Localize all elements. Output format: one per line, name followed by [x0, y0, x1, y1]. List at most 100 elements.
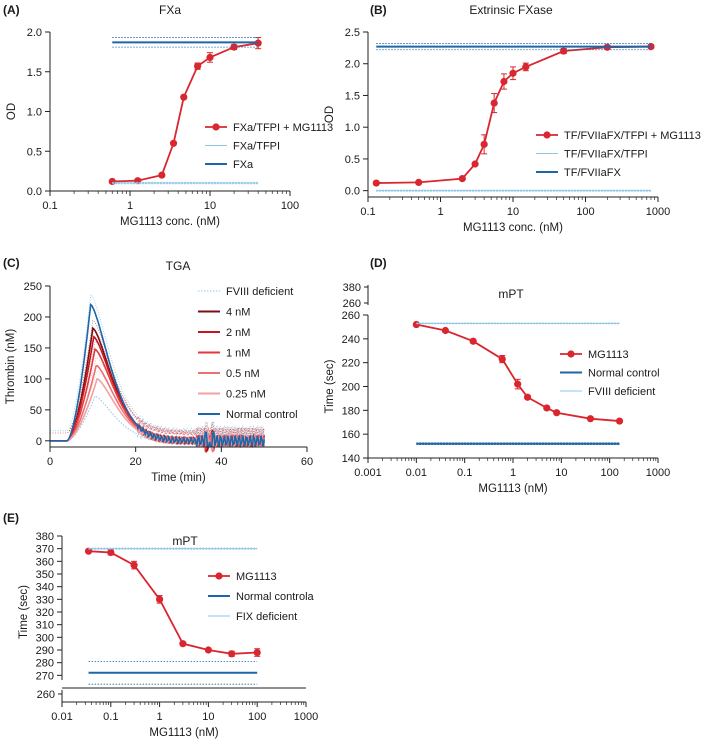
y-tick-label: 150: [24, 343, 42, 355]
x-tick-label: 100: [281, 200, 299, 212]
x-tick-label: 0.1: [360, 206, 375, 218]
legend-label: FVIII deficient: [226, 286, 293, 298]
data-point: [469, 337, 477, 345]
y-tick-label: 200: [24, 312, 42, 324]
y-tick-label: 0.0: [345, 186, 360, 198]
panel-label: (C): [3, 256, 20, 270]
x-axis-label: MG1113 conc. (nM): [463, 222, 563, 234]
data-point: [543, 404, 551, 412]
data-point: [553, 409, 561, 417]
x-tick-label: 10: [507, 206, 519, 218]
x-tick-label: 1: [127, 200, 133, 212]
y-tick-label: 2.5: [345, 27, 360, 39]
legend: FXa/TFPI + MG1113 FXa/TFPI FXa: [205, 122, 333, 171]
y-tick-label: 0: [36, 436, 42, 448]
x-tick-label: 0.1: [42, 200, 57, 212]
series-line: [88, 550, 258, 655]
legend-label: 2 nM: [226, 327, 250, 339]
x-tick-label: 60: [301, 456, 313, 468]
data-point: [253, 648, 261, 657]
data-point: [194, 62, 202, 70]
y-tick-label: 160: [342, 429, 360, 441]
legend-label: 4 nM: [226, 307, 250, 319]
y-tick-label: 1.5: [345, 90, 360, 102]
legend-label: MG1113: [588, 349, 629, 361]
chart-title: mPT: [498, 287, 524, 301]
x-tick-label: 1: [437, 206, 443, 218]
x-tick-label: 10: [555, 467, 567, 479]
x-axis-label: Time (min): [151, 472, 206, 484]
x-tick-label: 1000: [646, 467, 670, 479]
data-point: [490, 99, 498, 107]
x-tick-label: 100: [576, 206, 594, 218]
legend-marker: [543, 131, 551, 139]
y-tick-label: 280: [36, 658, 54, 670]
chart-title: TGA: [166, 259, 191, 273]
legend-label: Normal controla: [236, 591, 315, 603]
legend: MG1113 Normal controla FIX deficient: [208, 571, 315, 623]
legend-label: MG1113: [236, 571, 277, 583]
legend-label: FIX deficient: [236, 611, 297, 623]
x-tick-label: 0.01: [51, 711, 72, 723]
y-tick-label: 290: [36, 645, 54, 657]
data-point: [514, 380, 522, 388]
chart-panel-3: [50, 293, 265, 453]
data-point: [230, 43, 238, 51]
y-tick-label: 260: [343, 298, 361, 310]
x-tick-label: 1000: [646, 206, 670, 218]
y-tick-label: 0.5: [27, 146, 42, 158]
legend: MG1113 Normal control FVIII deficient: [560, 349, 660, 398]
x-tick-label: 0.01: [406, 467, 427, 479]
y-tick-label: 380: [343, 282, 361, 294]
data-point: [156, 595, 164, 603]
panel-label: (D): [370, 256, 387, 270]
y-tick-label: 260: [37, 689, 55, 701]
chart-panel-2: [372, 42, 655, 192]
chart-panel-5: [84, 547, 261, 685]
panel-label: (B): [370, 3, 387, 17]
data-point: [498, 355, 506, 363]
y-axis-label: OD: [324, 106, 336, 123]
y-tick-label: 220: [342, 358, 360, 370]
legend-label: FXa/TFPI + MG1113: [233, 122, 333, 134]
legend-marker: [212, 123, 220, 131]
data-point: [586, 415, 595, 423]
data-point: [412, 320, 420, 329]
y-tick-label: 180: [342, 405, 360, 417]
data-point: [180, 93, 188, 101]
y-axis-label: Thrombin (nM): [5, 329, 17, 405]
x-tick-label: 100: [600, 467, 618, 479]
y-axis-label: Time (sec): [324, 359, 336, 413]
y-tick-label: 0.5: [345, 154, 360, 166]
series-line: [376, 45, 651, 184]
data-point: [480, 140, 488, 148]
legend-label: 0.5 nM: [226, 368, 260, 380]
y-axis-label: OD: [6, 103, 18, 120]
data-point: [107, 548, 115, 557]
legend-label: TF/FVIIaFX/TFPI: [564, 149, 648, 161]
data-point: [130, 561, 138, 569]
legend-label: TF/FVIIaFX: [564, 167, 622, 179]
data-point: [84, 547, 93, 555]
legend-marker: [567, 350, 575, 358]
x-axis-label: MG1113 conc. (nM): [120, 216, 220, 228]
data-point: [471, 160, 479, 168]
data-point: [228, 650, 236, 658]
x-tick-label: 100: [248, 711, 266, 723]
data-point: [500, 77, 508, 86]
legend-label: Normal control: [226, 409, 298, 421]
data-point: [158, 171, 166, 179]
x-tick-label: 40: [215, 456, 227, 468]
y-tick-label: 260: [342, 310, 360, 322]
chart-panel-1: [108, 37, 262, 186]
legend-label: Normal control: [588, 368, 660, 380]
chart-title: mPT: [172, 534, 198, 548]
y-tick-label: 380: [36, 531, 54, 543]
y-tick-label: 50: [30, 405, 42, 417]
y-tick-label: 330: [36, 594, 54, 606]
legend-label: FVIII deficient: [588, 386, 655, 398]
data-point: [458, 174, 466, 183]
y-tick-label: 240: [342, 334, 360, 346]
data-point: [615, 417, 624, 425]
